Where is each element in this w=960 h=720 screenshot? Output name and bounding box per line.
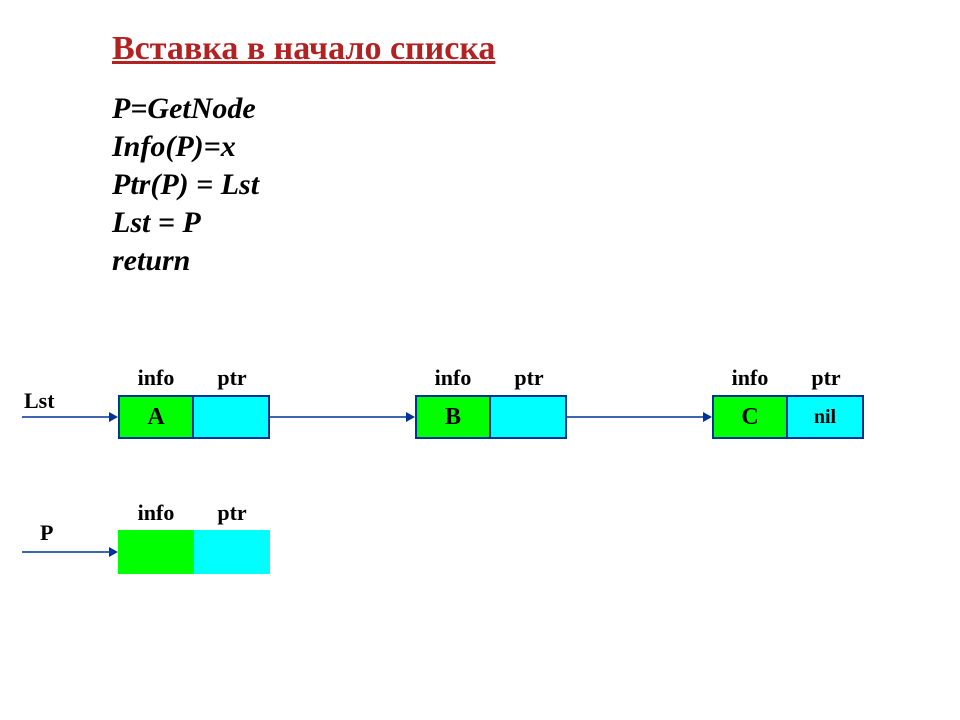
arrow-b-to-c (567, 410, 712, 424)
node-c-info-label: info (712, 365, 788, 391)
node-p-ptr-cell (194, 530, 270, 574)
code-line-2: Ptr(P) = Lst (112, 168, 259, 202)
node-p-info-label: info (118, 500, 194, 526)
arrow-lst-in (22, 410, 118, 424)
node-a-info-label: info (118, 365, 194, 391)
node-p-ptr-label: ptr (194, 500, 270, 526)
code-line-4: return (112, 244, 190, 278)
code-line-3: Lst = P (112, 206, 201, 240)
node-p-info-cell (118, 530, 194, 574)
node-c-ptr-cell: nil (788, 395, 864, 439)
node-a-info-cell: A (118, 395, 194, 439)
arrow-a-to-b (270, 410, 415, 424)
code-line-0: P=GetNode (112, 92, 256, 126)
code-line-1: Info(P)=x (112, 130, 236, 164)
node-b-info-cell: B (415, 395, 491, 439)
node-b-info-label: info (415, 365, 491, 391)
node-a-ptr-label: ptr (194, 365, 270, 391)
node-b-ptr-label: ptr (491, 365, 567, 391)
arrow-p-in (22, 545, 118, 559)
node-a-ptr-cell (194, 395, 270, 439)
node-c-info-cell: C (712, 395, 788, 439)
page-title: Вставка в начало списка (112, 30, 495, 68)
node-c-ptr-label: ptr (788, 365, 864, 391)
pointer-label-p: P (40, 520, 53, 546)
node-b-ptr-cell (491, 395, 567, 439)
